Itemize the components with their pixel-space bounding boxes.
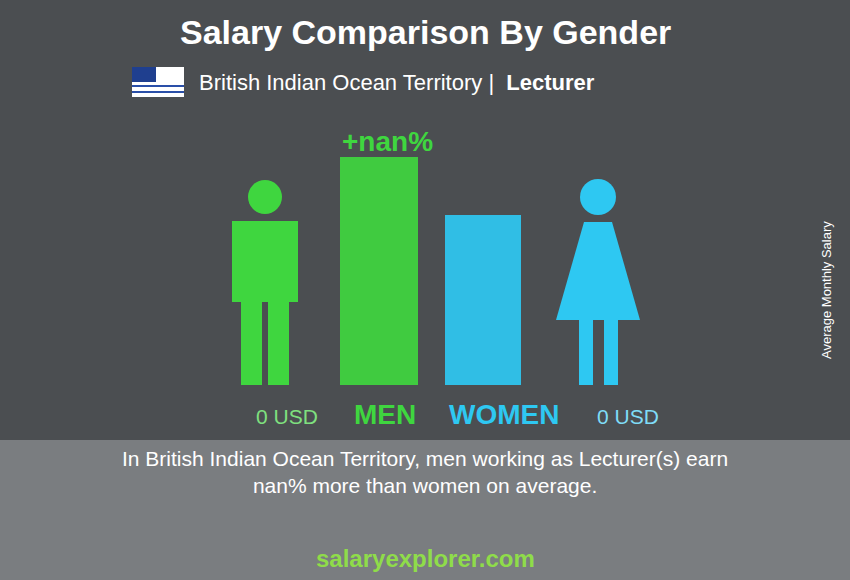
svg-text:0 USD: 0 USD: [256, 405, 318, 428]
svg-text:salaryexplorer.com: salaryexplorer.com: [316, 545, 535, 572]
svg-text:0 USD: 0 USD: [597, 405, 659, 428]
svg-text:Average Monthly Salary: Average Monthly Salary: [819, 221, 834, 359]
svg-text:+nan%: +nan%: [342, 126, 433, 157]
svg-text:Salary Comparison By Gender: Salary Comparison By Gender: [180, 13, 671, 51]
svg-text:British Indian Ocean Territory: British Indian Ocean Territory | Lecture…: [199, 70, 595, 95]
svg-text:In British Indian Ocean Territ: In British Indian Ocean Territory, men w…: [122, 447, 728, 497]
svg-text:MEN: MEN: [354, 399, 416, 430]
svg-text:WOMEN: WOMEN: [449, 399, 559, 430]
